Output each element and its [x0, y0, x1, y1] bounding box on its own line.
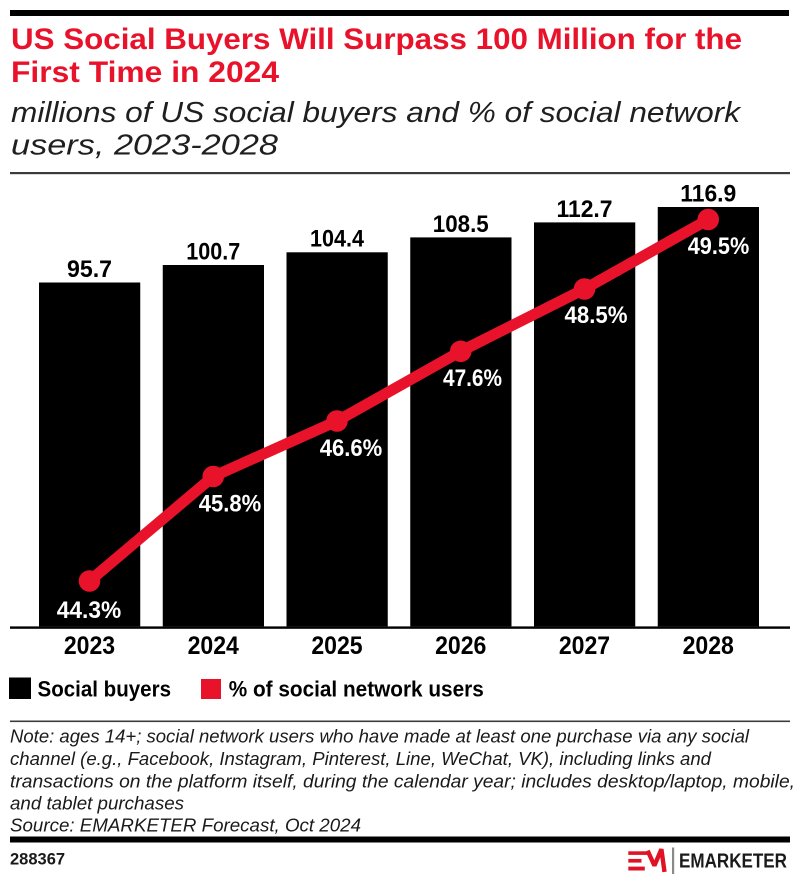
svg-text:users, 2023-2028: users, 2023-2028 — [11, 130, 278, 162]
svg-text:46.6%: 46.6% — [320, 435, 383, 462]
svg-text:First Time in 2024: First Time in 2024 — [11, 56, 279, 89]
svg-text:49.5%: 49.5% — [688, 233, 750, 260]
svg-text:288367: 288367 — [10, 851, 65, 869]
svg-text:US Social Buyers Will Surpass: US Social Buyers Will Surpass 100 Millio… — [11, 23, 742, 56]
svg-text:112.7: 112.7 — [557, 196, 613, 223]
svg-text:44.3%: 44.3% — [57, 597, 122, 624]
svg-text:2024: 2024 — [188, 632, 239, 660]
svg-text:% of social network users: % of social network users — [229, 677, 484, 702]
svg-text:Note: ages 14+; social network: Note: ages 14+; social network users who… — [10, 727, 750, 747]
svg-text:104.4: 104.4 — [310, 226, 365, 253]
svg-text:95.7: 95.7 — [67, 256, 112, 283]
svg-text:47.6%: 47.6% — [443, 365, 502, 392]
svg-text:Social buyers: Social buyers — [38, 677, 172, 702]
svg-text:EMARKETER: EMARKETER — [679, 851, 787, 873]
svg-text:2028: 2028 — [683, 632, 734, 660]
svg-text:108.5: 108.5 — [433, 211, 489, 238]
svg-text:2025: 2025 — [311, 632, 362, 660]
svg-text:millions of US social buyers a: millions of US social buyers and % of so… — [11, 97, 742, 129]
svg-text:transactions on the platform i: transactions on the platform itself, dur… — [10, 771, 795, 791]
svg-text:and tablet purchases: and tablet purchases — [10, 794, 184, 814]
svg-text:100.7: 100.7 — [186, 238, 240, 265]
svg-text:45.8%: 45.8% — [199, 491, 262, 518]
svg-text:116.9: 116.9 — [680, 180, 736, 207]
svg-text:2026: 2026 — [435, 632, 486, 660]
svg-text:48.5%: 48.5% — [565, 302, 628, 329]
svg-text:2023: 2023 — [64, 632, 115, 660]
svg-text:2027: 2027 — [559, 632, 610, 660]
svg-text:channel (e.g., Facebook, Insta: channel (e.g., Facebook, Instagram, Pint… — [10, 749, 712, 769]
svg-text:Source: EMARKETER Forecast, Oc: Source: EMARKETER Forecast, Oct 2024 — [10, 816, 361, 836]
